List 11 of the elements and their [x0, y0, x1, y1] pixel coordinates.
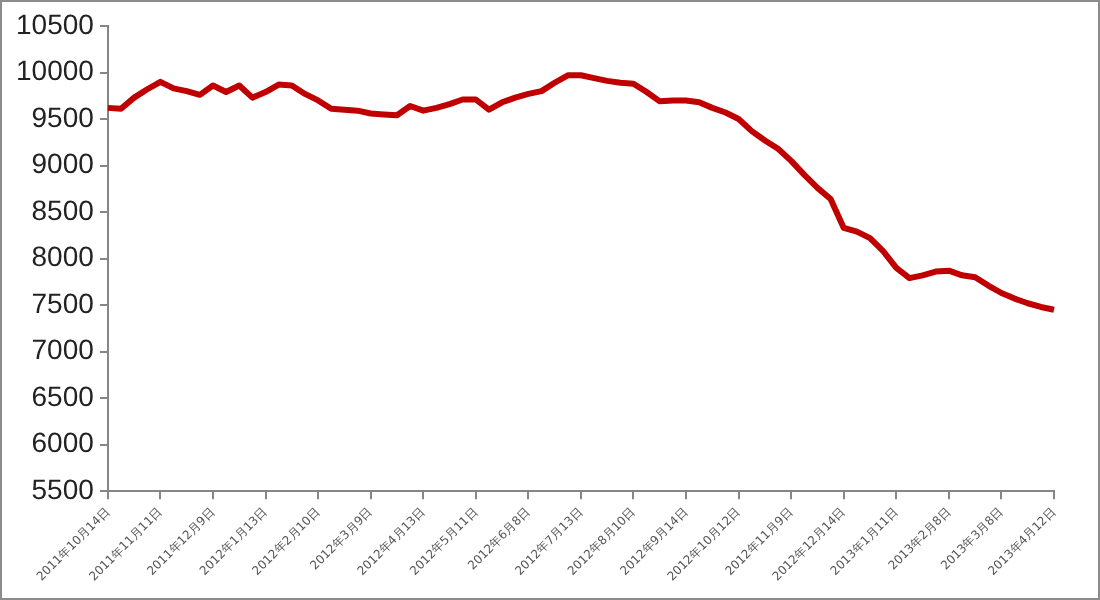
y-tick-label: 5500	[31, 472, 95, 505]
y-tick-label: 8500	[31, 193, 95, 226]
y-tick-label: 8000	[31, 240, 95, 273]
y-tick-label: 7000	[31, 333, 95, 366]
y-tick-label: 6500	[31, 379, 95, 412]
y-tick-label: 7500	[31, 286, 95, 319]
y-tick-label: 6000	[31, 426, 95, 459]
y-tick-label: 10500	[15, 7, 95, 40]
y-tick-label: 9000	[31, 147, 95, 180]
y-tick-label: 9500	[31, 100, 95, 133]
y-tick-label: 10000	[15, 54, 95, 87]
